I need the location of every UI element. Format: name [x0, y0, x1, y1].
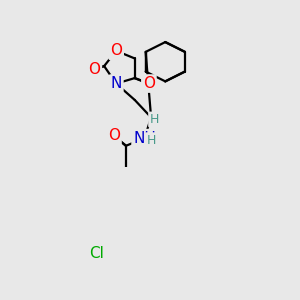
Text: N: N — [110, 76, 122, 91]
Text: H: H — [146, 134, 156, 147]
Text: O: O — [110, 43, 122, 58]
Text: O: O — [108, 128, 120, 143]
Text: O: O — [88, 62, 100, 77]
Text: O: O — [143, 76, 155, 91]
Text: H: H — [150, 113, 159, 126]
Text: NH: NH — [133, 130, 156, 146]
Text: Cl: Cl — [89, 246, 104, 261]
